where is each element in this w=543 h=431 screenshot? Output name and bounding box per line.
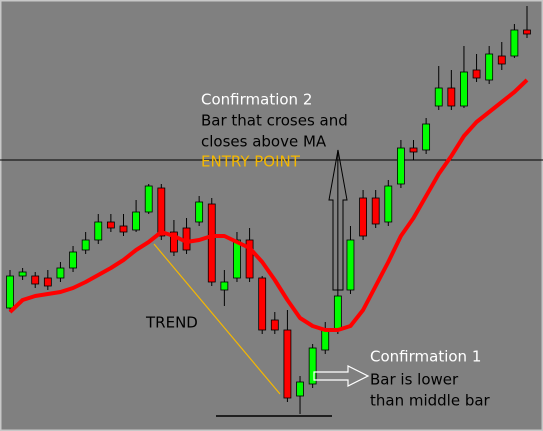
- candle-body: [144, 185, 153, 213]
- candle-body: [485, 53, 494, 81]
- candle-body: [510, 29, 519, 57]
- trend-label: TREND: [145, 314, 198, 332]
- candle-body: [523, 29, 531, 35]
- annotation-text: Bar is lower: [370, 371, 459, 389]
- candle-body: [472, 69, 481, 79]
- candle-body: [333, 295, 342, 331]
- up-arrow: [328, 149, 348, 291]
- candle-body: [207, 203, 216, 283]
- candle-body: [409, 147, 418, 153]
- candle-body: [170, 231, 178, 253]
- annotation-text: Bar that croses and: [201, 112, 348, 130]
- entry-label: ENTRY POINT: [201, 153, 301, 171]
- candle-body: [422, 123, 431, 151]
- moving-average: [8, 78, 529, 332]
- annotation-title: Confirmation 2: [201, 91, 312, 109]
- candle-body: [447, 87, 456, 107]
- annotation-text: closes above MA: [201, 133, 327, 151]
- candle-body: [359, 197, 367, 237]
- candle-body: [31, 275, 40, 285]
- candle-body: [283, 329, 292, 399]
- candle-body: [106, 221, 115, 229]
- candle-body: [308, 347, 317, 385]
- candle-body: [346, 239, 355, 291]
- candle-body: [371, 197, 380, 225]
- candle-body: [384, 185, 393, 223]
- candle-body: [220, 281, 229, 291]
- candle-body: [18, 271, 27, 277]
- candle-body: [43, 277, 52, 287]
- candle-body: [69, 251, 77, 269]
- candle-body: [460, 71, 468, 107]
- trend-line: [153, 243, 281, 395]
- candle-body: [119, 225, 128, 233]
- candle-body: [258, 277, 267, 331]
- candle-body: [195, 201, 204, 223]
- candle-body: [6, 275, 14, 309]
- candle-body: [270, 319, 279, 331]
- annotation-text: than middle bar: [370, 392, 491, 410]
- candle-body: [497, 55, 506, 65]
- right-arrow: [313, 365, 370, 387]
- plot: [0, 6, 543, 417]
- candle-body: [245, 239, 254, 279]
- candle-body: [56, 267, 65, 279]
- candle-body: [397, 147, 405, 185]
- candle-body: [321, 329, 330, 351]
- candle-body: [434, 87, 443, 107]
- annotation-title: Confirmation 1: [370, 348, 481, 366]
- candle-body: [94, 221, 103, 241]
- candle-body: [233, 239, 241, 279]
- candle-body: [296, 381, 304, 397]
- candle-body: [132, 211, 140, 231]
- candle-body: [157, 187, 166, 237]
- candle-body: [81, 239, 90, 251]
